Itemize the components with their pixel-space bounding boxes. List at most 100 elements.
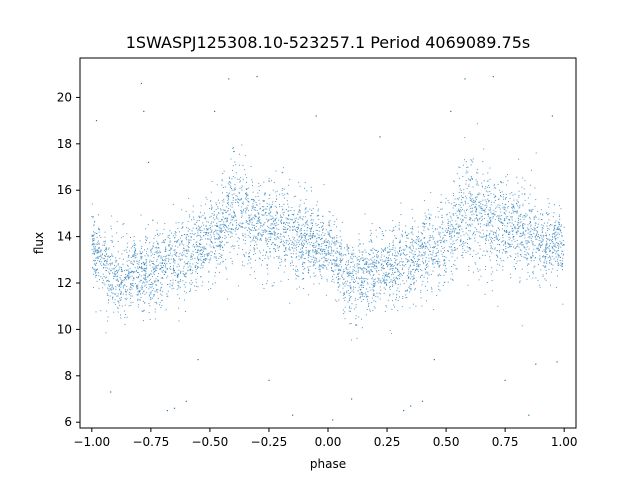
data-point — [299, 185, 301, 187]
data-point — [529, 233, 531, 235]
data-point — [239, 225, 240, 226]
data-point — [440, 236, 442, 238]
data-point — [557, 237, 559, 239]
data-point — [399, 241, 401, 243]
data-point — [205, 231, 207, 233]
data-point — [220, 229, 222, 231]
data-point — [374, 249, 376, 251]
data-point — [517, 243, 519, 245]
data-point — [252, 199, 254, 201]
data-point — [415, 254, 417, 256]
data-point — [460, 189, 462, 191]
data-point — [150, 249, 152, 251]
data-point — [496, 250, 498, 252]
data-point — [374, 259, 376, 261]
data-point — [548, 262, 550, 264]
data-point — [352, 249, 354, 251]
data-point — [104, 249, 106, 251]
data-point — [153, 257, 155, 259]
data-point — [476, 215, 478, 217]
data-point — [463, 210, 465, 212]
data-point — [472, 256, 473, 257]
data-point — [355, 271, 357, 273]
data-point — [467, 243, 468, 244]
data-point — [92, 238, 94, 239]
data-point — [291, 241, 293, 243]
data-point — [300, 199, 302, 201]
data-point — [393, 304, 395, 306]
data-point — [443, 241, 445, 243]
data-point — [363, 293, 365, 295]
data-point — [465, 222, 467, 224]
data-point — [262, 232, 264, 233]
data-point — [292, 219, 294, 221]
data-point — [361, 277, 363, 279]
data-point — [318, 244, 320, 246]
data-point — [152, 253, 154, 255]
data-point — [110, 263, 112, 265]
data-point — [140, 288, 142, 290]
data-point — [142, 291, 144, 293]
data-point — [185, 276, 187, 278]
data-point — [504, 203, 506, 205]
data-point — [286, 254, 288, 256]
data-point — [450, 235, 452, 237]
data-point — [513, 238, 515, 240]
data-point — [92, 267, 94, 269]
data-point — [320, 234, 322, 236]
data-point — [471, 194, 473, 196]
data-point — [349, 323, 351, 325]
data-point — [531, 256, 533, 258]
data-point — [131, 295, 133, 297]
data-point — [257, 212, 259, 214]
data-point — [156, 246, 158, 248]
data-point — [361, 280, 363, 282]
data-point — [324, 265, 326, 267]
data-point — [188, 197, 190, 199]
data-point — [524, 257, 526, 259]
data-point — [506, 230, 508, 232]
data-point — [312, 234, 314, 236]
data-point — [329, 230, 331, 232]
data-point — [247, 194, 249, 196]
data-point — [375, 282, 377, 284]
data-point — [557, 229, 559, 231]
data-point — [481, 208, 483, 210]
data-point — [275, 191, 277, 193]
data-point — [383, 287, 385, 289]
data-point — [480, 236, 482, 238]
data-point — [362, 271, 364, 273]
data-point — [483, 250, 485, 252]
data-point — [239, 187, 241, 189]
data-point — [190, 259, 192, 260]
data-point — [252, 230, 254, 231]
data-point — [358, 239, 360, 241]
data-point — [545, 265, 546, 267]
data-point — [216, 225, 217, 227]
data-point — [474, 262, 476, 264]
data-point — [462, 254, 464, 256]
data-point — [92, 235, 94, 237]
data-point — [139, 266, 140, 268]
data-point — [225, 259, 227, 261]
data-point — [144, 249, 145, 251]
data-point — [412, 303, 414, 305]
data-point — [284, 251, 286, 253]
data-point — [468, 219, 470, 220]
data-point — [359, 288, 361, 290]
data-point — [546, 272, 547, 274]
data-point — [518, 207, 520, 209]
data-point — [162, 233, 164, 235]
data-point — [458, 177, 460, 179]
data-point — [479, 245, 481, 247]
data-point — [150, 260, 152, 262]
data-point — [289, 178, 291, 180]
data-point — [450, 228, 452, 230]
data-point — [473, 220, 475, 222]
data-point — [264, 213, 266, 215]
data-point — [474, 234, 476, 236]
data-point — [100, 236, 102, 238]
data-point — [317, 252, 319, 254]
data-point — [507, 174, 508, 176]
data-point — [173, 265, 175, 267]
